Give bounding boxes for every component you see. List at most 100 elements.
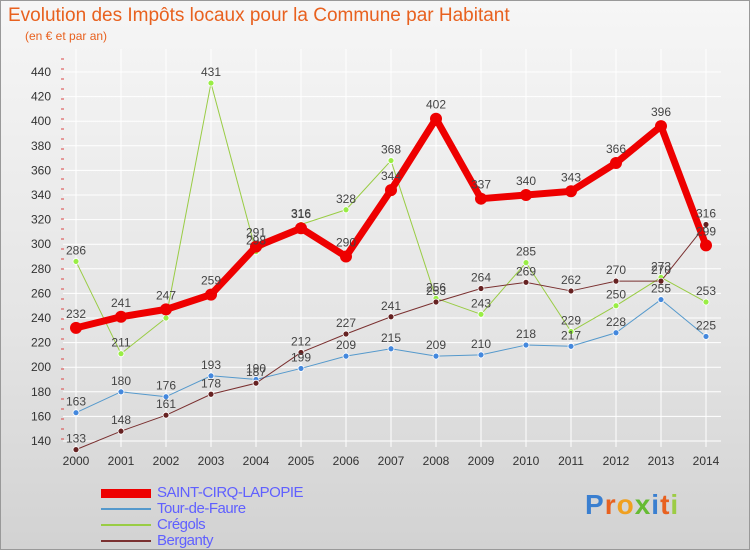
y-tick-label: 220: [31, 336, 51, 350]
data-label: 256: [426, 280, 446, 294]
data-point: [610, 157, 622, 170]
y-tick-label: 340: [31, 188, 51, 202]
y-tick-label: 400: [31, 114, 51, 128]
data-label: 316: [291, 207, 311, 221]
logo-letter: i: [651, 489, 661, 520]
data-point: [162, 411, 170, 419]
data-label: 402: [426, 98, 446, 112]
data-label: 344: [381, 169, 401, 183]
data-label: 241: [111, 296, 131, 310]
x-tick-label: 2014: [693, 454, 720, 468]
data-label: 247: [156, 288, 176, 302]
data-point: [297, 365, 305, 372]
data-point: [702, 298, 710, 306]
data-label: 316: [696, 207, 716, 221]
data-label: 210: [471, 337, 491, 351]
x-tick-label: 2000: [63, 454, 90, 468]
legend-label: Tour-de-Faure: [157, 500, 246, 517]
data-point: [432, 298, 440, 306]
data-point: [162, 314, 170, 322]
x-tick-label: 2004: [243, 454, 270, 468]
data-point: [477, 310, 485, 318]
data-label: 366: [606, 142, 626, 156]
data-point: [655, 120, 667, 133]
data-label: 368: [381, 143, 401, 157]
data-label: 290: [336, 236, 356, 250]
data-label: 316: [291, 207, 311, 221]
data-point: [342, 352, 350, 360]
data-label: 212: [291, 334, 311, 348]
x-tick-label: 2001: [108, 454, 135, 468]
data-label: 193: [201, 358, 221, 372]
data-label: 337: [471, 178, 491, 192]
data-point: [385, 184, 397, 197]
data-point: [117, 388, 125, 396]
x-tick-label: 2012: [603, 454, 630, 468]
data-point: [612, 329, 620, 337]
data-point: [432, 352, 440, 360]
y-tick-label: 320: [31, 213, 51, 227]
legend-swatch: [101, 489, 151, 498]
y-tick-label: 440: [31, 65, 51, 79]
legend-label: Crégols: [157, 516, 206, 533]
data-label: 253: [696, 284, 716, 298]
data-point: [342, 206, 350, 214]
logo-letter: r: [604, 489, 617, 520]
data-label: 232: [66, 307, 86, 321]
data-point: [72, 409, 80, 417]
y-tick-label: 280: [31, 262, 51, 276]
legend-swatch: [101, 540, 151, 542]
y-tick-label: 200: [31, 360, 51, 374]
logo-letter: x: [634, 489, 652, 520]
data-label: 215: [381, 331, 401, 345]
data-point: [612, 302, 620, 310]
data-label: 209: [336, 338, 356, 352]
y-tick-label: 380: [31, 139, 51, 153]
data-point: [205, 288, 217, 301]
logo-letter: i: [670, 489, 680, 520]
data-label: 148: [111, 413, 131, 427]
data-label: 225: [696, 318, 716, 332]
data-point: [207, 79, 215, 87]
data-point: [612, 277, 620, 285]
data-label: 241: [381, 299, 401, 313]
data-point: [522, 278, 530, 286]
data-point: [117, 427, 125, 435]
data-point: [387, 157, 395, 164]
data-label: 253: [426, 284, 446, 298]
data-point: [72, 258, 80, 265]
data-point: [702, 221, 710, 228]
data-label: 298: [246, 234, 266, 248]
data-label: 190: [246, 362, 266, 376]
data-point: [387, 345, 395, 353]
data-point: [387, 313, 395, 321]
data-point: [162, 393, 170, 401]
data-point: [160, 303, 172, 316]
data-point: [252, 379, 260, 387]
chart-title: Evolution des Impôts locaux pour la Comm…: [8, 5, 510, 26]
data-point: [207, 390, 215, 398]
x-tick-label: 2009: [468, 454, 495, 468]
x-tick-label: 2011: [558, 454, 584, 468]
data-label: 269: [516, 264, 536, 278]
data-label: 228: [606, 315, 626, 329]
data-point: [522, 259, 530, 267]
x-tick-label: 2006: [333, 454, 360, 468]
logo-letter: t: [660, 489, 671, 520]
data-label: 178: [201, 376, 221, 390]
x-tick-label: 2005: [288, 454, 315, 468]
data-point: [657, 277, 665, 285]
x-tick-label: 2002: [153, 454, 180, 468]
data-point: [522, 341, 530, 349]
data-label: 286: [66, 243, 86, 257]
logo-letter: o: [616, 489, 635, 520]
data-point: [250, 240, 262, 253]
data-label: 431: [201, 65, 221, 79]
data-point: [297, 349, 305, 356]
legend-swatch: [101, 508, 151, 510]
x-tick-label: 2013: [648, 454, 675, 468]
data-label: 259: [201, 274, 221, 288]
data-point: [702, 333, 710, 340]
data-point: [115, 310, 127, 323]
